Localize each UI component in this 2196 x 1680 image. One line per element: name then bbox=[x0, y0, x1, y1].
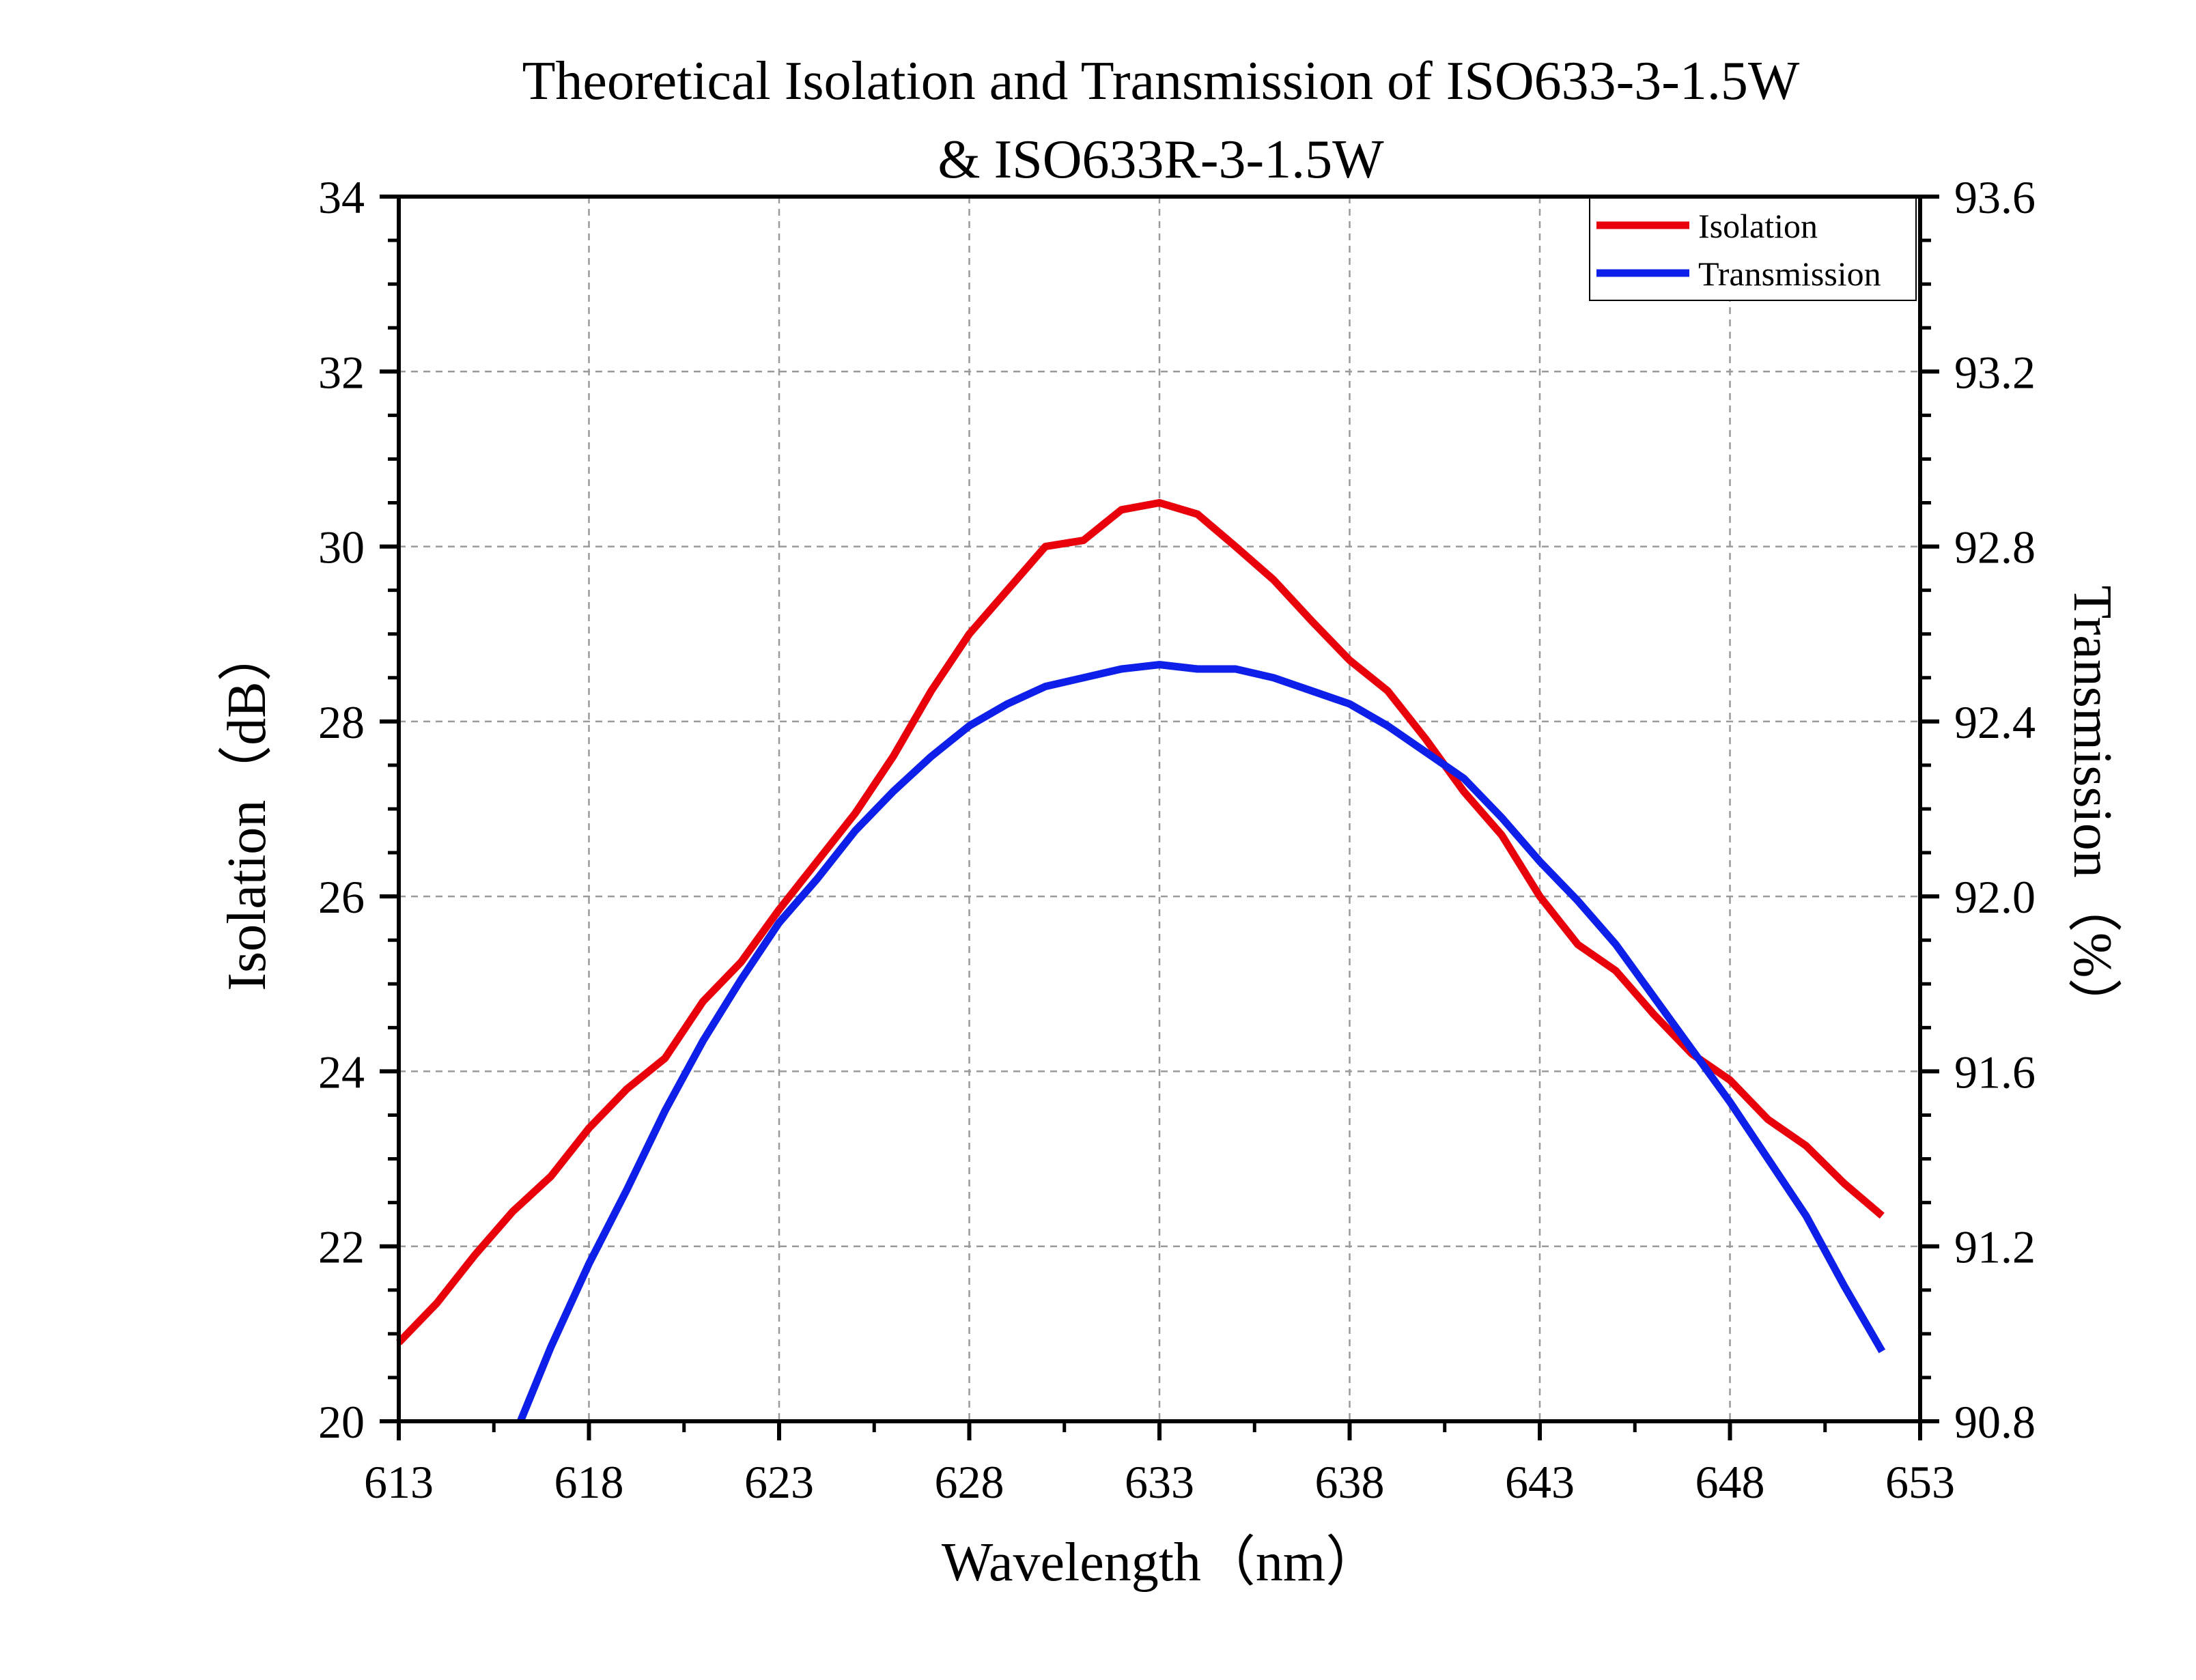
y-right-tick-label: 92.0 bbox=[1954, 871, 2036, 923]
series-line-transmission bbox=[517, 661, 1886, 1423]
x-tick-label: 648 bbox=[1695, 1456, 1765, 1508]
y-left-tick-label: 24 bbox=[318, 1046, 365, 1098]
y-right-axis-tick-labels: 90.8 91.2 91.6 92.0 92.4 92.8 93.2 93.6 bbox=[1954, 171, 2036, 1448]
y-left-tick-label: 26 bbox=[318, 871, 365, 923]
y-right-tick-label: 92.8 bbox=[1954, 522, 2036, 573]
x-axis-title: Wavelength（nm） bbox=[942, 1533, 1380, 1593]
y-right-axis-title: Transmission（%） bbox=[2062, 586, 2122, 1033]
y-right-tick-label: 91.6 bbox=[1954, 1046, 2036, 1098]
x-tick-label: 643 bbox=[1505, 1456, 1575, 1508]
y-right-tick-label: 91.2 bbox=[1954, 1221, 2036, 1273]
y-right-tick-label: 93.6 bbox=[1954, 171, 2036, 223]
chart-title-line-2: & ISO633R-3-1.5W bbox=[938, 130, 1384, 190]
chart-title-line-1: Theoretical Isolation and Transmission o… bbox=[522, 51, 1800, 111]
y-left-tick-label: 22 bbox=[318, 1221, 365, 1273]
y-right-tick-label: 93.2 bbox=[1954, 346, 2036, 398]
grid bbox=[399, 197, 1920, 1421]
x-tick-label: 638 bbox=[1315, 1456, 1385, 1508]
x-tick-label: 613 bbox=[364, 1456, 434, 1508]
legend-box bbox=[1589, 197, 1917, 301]
y-left-axis-title: Isolation（dB） bbox=[217, 627, 277, 991]
legend: Isolation Transmission bbox=[1589, 197, 1917, 301]
plot-series bbox=[396, 499, 1886, 1423]
y-right-tick-label: 90.8 bbox=[1954, 1396, 2036, 1448]
x-tick-label: 628 bbox=[935, 1456, 1004, 1508]
x-tick-label: 633 bbox=[1125, 1456, 1194, 1508]
x-tick-label: 618 bbox=[554, 1456, 624, 1508]
plot-frame bbox=[397, 195, 1922, 1423]
x-tick-label: 623 bbox=[744, 1456, 814, 1508]
y-left-tick-label: 34 bbox=[318, 171, 365, 223]
y-right-tick-label: 92.4 bbox=[1954, 696, 2036, 748]
x-axis-tick-labels: 613 618 623 628 633 638 643 648 653 bbox=[364, 1456, 1955, 1508]
series-line-isolation bbox=[396, 499, 1885, 1346]
legend-label-isolation: Isolation bbox=[1698, 207, 1818, 245]
legend-label-transmission: Transmission bbox=[1698, 255, 1881, 293]
y-left-tick-label: 28 bbox=[318, 696, 365, 748]
y-left-axis-tick-labels: 20 22 24 26 28 30 32 34 bbox=[318, 171, 365, 1448]
y-left-tick-label: 20 bbox=[318, 1396, 365, 1448]
y-left-tick-label: 32 bbox=[318, 346, 365, 398]
x-tick-label: 653 bbox=[1885, 1456, 1955, 1508]
y-left-tick-label: 30 bbox=[318, 522, 365, 573]
